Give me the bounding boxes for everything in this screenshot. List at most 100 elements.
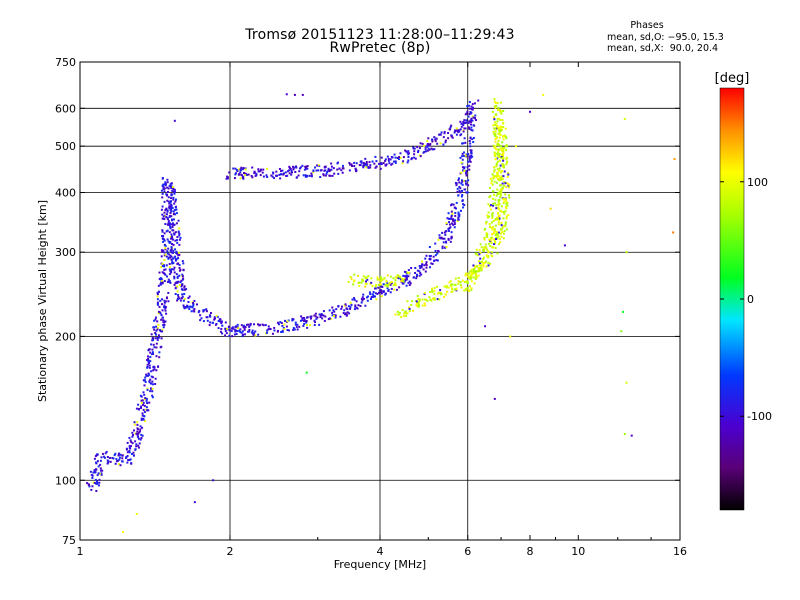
y-tick-label: 500 (55, 140, 76, 153)
echo-point (276, 321, 279, 324)
echo-point (176, 236, 179, 239)
echo-point (163, 243, 166, 246)
echo-point (166, 178, 169, 181)
echo-point (289, 167, 292, 170)
echo-point (466, 272, 469, 275)
echo-point (487, 242, 490, 245)
echo-point (469, 274, 472, 277)
echo-point (302, 174, 305, 177)
echo-point (145, 373, 148, 376)
echo-point (497, 221, 500, 224)
echo-point (497, 191, 500, 194)
echo-point (406, 300, 409, 303)
echo-point (438, 298, 441, 301)
echo-point (427, 137, 430, 140)
echo-point (450, 217, 453, 220)
echo-point (497, 139, 500, 142)
echo-point (239, 330, 242, 333)
echo-point (281, 329, 284, 332)
echo-point (241, 168, 244, 171)
echo-point (260, 168, 263, 171)
echo-point (169, 184, 172, 187)
echo-point (171, 226, 174, 229)
echo-point (170, 246, 173, 249)
echo-point (151, 348, 154, 351)
echo-point (465, 280, 468, 283)
echo-point (474, 266, 477, 269)
echo-point (441, 231, 444, 234)
echo-point (421, 263, 424, 266)
echo-point (464, 141, 467, 144)
echo-point (491, 214, 494, 217)
echo-point (169, 256, 172, 259)
echo-point (482, 265, 485, 268)
echo-point (426, 299, 429, 302)
echo-point (164, 181, 167, 184)
echo-point (154, 382, 157, 385)
echo-point (447, 286, 450, 289)
echo-point (181, 295, 184, 298)
echo-point (337, 172, 340, 175)
echo-point (498, 238, 501, 241)
echo-point (441, 245, 444, 248)
echo-point (193, 308, 196, 311)
echo-point (505, 157, 508, 160)
echo-point (465, 112, 468, 115)
echo-point (174, 231, 177, 234)
echo-point (318, 313, 321, 316)
echo-point (470, 156, 473, 159)
echo-point (493, 180, 496, 183)
echo-point (493, 193, 496, 196)
echo-point (462, 203, 465, 206)
echo-point (418, 264, 421, 267)
echo-point (249, 324, 252, 327)
echo-point (290, 169, 293, 172)
echo-point (413, 147, 416, 150)
echo-point (206, 316, 209, 319)
echo-point (374, 285, 377, 288)
echo-point (498, 136, 501, 139)
echo-point (273, 329, 276, 332)
echo-point (294, 166, 297, 169)
echo-point (425, 263, 428, 266)
echo-point (179, 236, 182, 239)
echo-point (386, 282, 389, 285)
echo-point (471, 107, 474, 110)
echo-point (494, 198, 497, 201)
echo-point (366, 299, 369, 302)
echo-point (449, 226, 452, 229)
echo-point (507, 172, 510, 175)
echo-point (236, 323, 239, 326)
echo-point (480, 269, 483, 272)
echo-point (161, 184, 164, 187)
echo-point (468, 127, 471, 130)
echo-point (394, 156, 397, 159)
echo-point (490, 242, 493, 245)
echo-point (462, 169, 465, 172)
echo-point (320, 313, 323, 316)
echo-point (143, 411, 146, 414)
echo-point (164, 307, 167, 310)
echo-point (160, 208, 163, 211)
echo-point (450, 135, 453, 138)
echo-point (477, 274, 480, 277)
echo-point (467, 184, 470, 187)
echo-point (492, 225, 495, 228)
echo-point (162, 187, 165, 190)
echo-point (94, 461, 97, 464)
echo-point (114, 462, 117, 465)
echo-point (452, 203, 455, 206)
echo-point (181, 275, 184, 278)
echo-point (147, 374, 150, 377)
echo-point (495, 230, 498, 233)
echo-point (168, 268, 171, 271)
echo-point (500, 210, 503, 213)
echo-point (215, 314, 218, 317)
echo-point (306, 165, 309, 168)
echo-point (186, 304, 189, 307)
echo-point (496, 118, 499, 121)
echo-point (461, 183, 464, 186)
echo-point (494, 218, 497, 221)
echo-point (153, 346, 156, 349)
